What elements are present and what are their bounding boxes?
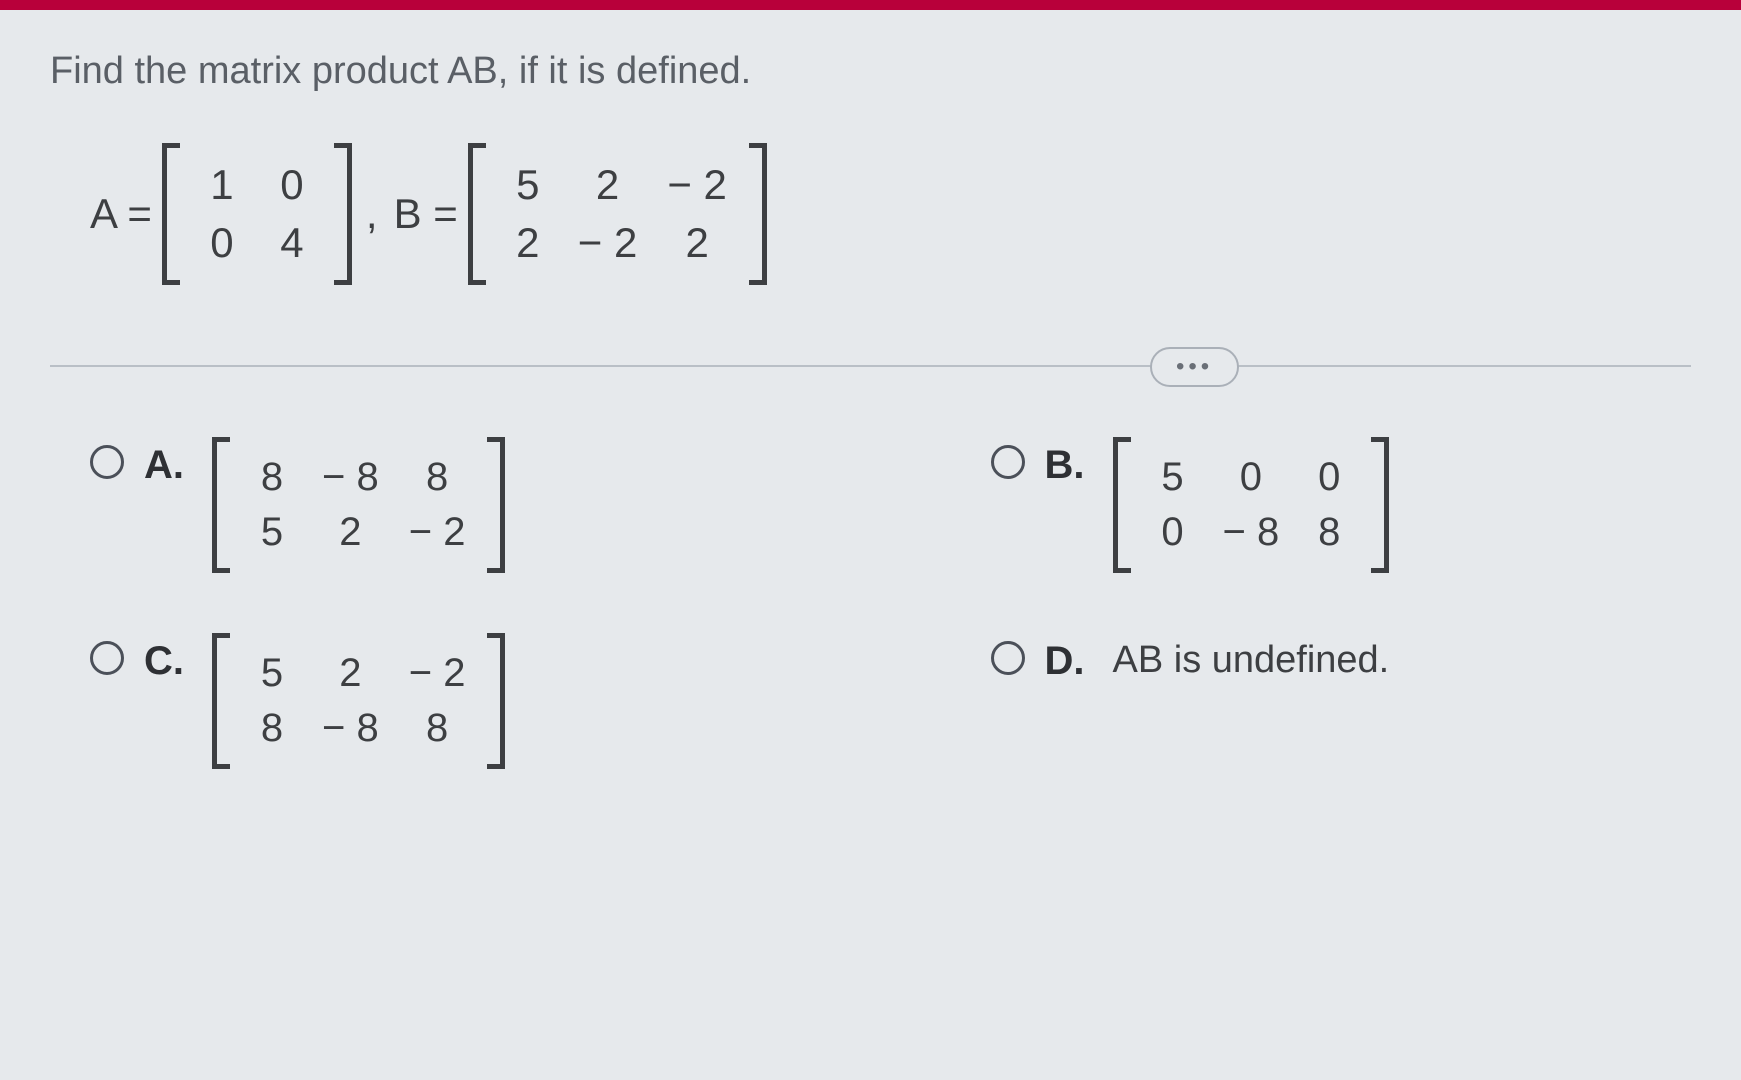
divider-line (50, 365, 1691, 367)
bracket-right (334, 143, 352, 285)
radio-b[interactable] (991, 445, 1025, 479)
option-c-label: C. (144, 639, 192, 684)
divider-wrap: ••• (50, 365, 1691, 367)
option-b[interactable]: B. 5 0 0 0 − 8 8 (991, 437, 1692, 573)
matrix-cell: − 8 (322, 455, 379, 500)
matrix-cell: 0 (1223, 455, 1280, 500)
matrix-b-grid: 5 2 − 2 2 − 2 2 (486, 143, 749, 285)
matrix-cell: 2 (322, 651, 379, 696)
matrix-cell: 8 (409, 455, 466, 500)
matrix-cell: − 2 (578, 219, 638, 267)
question-panel: Find the matrix product AB, if it is def… (0, 10, 1741, 1080)
option-d-label: D. (1045, 639, 1093, 684)
radio-d[interactable] (991, 641, 1025, 675)
matrix-cell: 0 (1153, 510, 1193, 555)
matrix-a: 1 0 0 4 (162, 143, 352, 285)
option-a[interactable]: A. 8 − 8 8 5 2 − 2 (90, 437, 791, 573)
matrix-cell: 8 (252, 706, 292, 751)
matrix-cell: − 8 (322, 706, 379, 751)
matrix-a-grid: 1 0 0 4 (180, 143, 334, 285)
ellipsis-pill[interactable]: ••• (1150, 347, 1239, 387)
matrix-cell: − 8 (1223, 510, 1280, 555)
option-d-text: AB is undefined. (1113, 639, 1390, 682)
matrix-cell: 8 (409, 706, 466, 751)
matrix-cell: 5 (252, 510, 292, 555)
radio-c[interactable] (90, 641, 124, 675)
matrix-cell: 2 (578, 161, 638, 209)
matrix-cell: 2 (322, 510, 379, 555)
option-a-matrix: 8 − 8 8 5 2 − 2 (212, 437, 505, 573)
comma: , (366, 190, 378, 238)
matrix-cell: 0 (1309, 455, 1349, 500)
question-text: Find the matrix product AB, if it is def… (50, 50, 1691, 93)
matrix-cell: 5 (252, 651, 292, 696)
bracket-right (749, 143, 767, 285)
matrix-cell: − 2 (409, 651, 466, 696)
matrix-cell: − 2 (667, 161, 727, 209)
option-c[interactable]: C. 5 2 − 2 8 − 8 8 (90, 633, 791, 769)
matrix-cell: 2 (667, 219, 727, 267)
radio-a[interactable] (90, 445, 124, 479)
answer-options: A. 8 − 8 8 5 2 − 2 B. (90, 437, 1691, 769)
matrix-cell: 5 (1153, 455, 1193, 500)
label-a: A = (90, 190, 152, 238)
matrix-cell: 4 (272, 219, 312, 267)
bracket-left (162, 143, 180, 285)
matrix-cell: − 2 (409, 510, 466, 555)
label-b: B = (394, 190, 458, 238)
option-d[interactable]: D. AB is undefined. (991, 633, 1692, 769)
matrix-cell: 2 (508, 219, 548, 267)
given-matrices: A = 1 0 0 4 , B = (80, 143, 1691, 285)
matrix-b: 5 2 − 2 2 − 2 2 (468, 143, 767, 285)
matrix-cell: 1 (202, 161, 242, 209)
bracket-left (468, 143, 486, 285)
top-accent-bar (0, 0, 1741, 10)
option-b-matrix: 5 0 0 0 − 8 8 (1113, 437, 1390, 573)
option-c-matrix: 5 2 − 2 8 − 8 8 (212, 633, 505, 769)
matrix-cell: 5 (508, 161, 548, 209)
matrix-cell: 8 (252, 455, 292, 500)
matrix-cell: 8 (1309, 510, 1349, 555)
option-a-label: A. (144, 443, 192, 488)
option-b-label: B. (1045, 443, 1093, 488)
matrix-cell: 0 (272, 161, 312, 209)
matrix-cell: 0 (202, 219, 242, 267)
